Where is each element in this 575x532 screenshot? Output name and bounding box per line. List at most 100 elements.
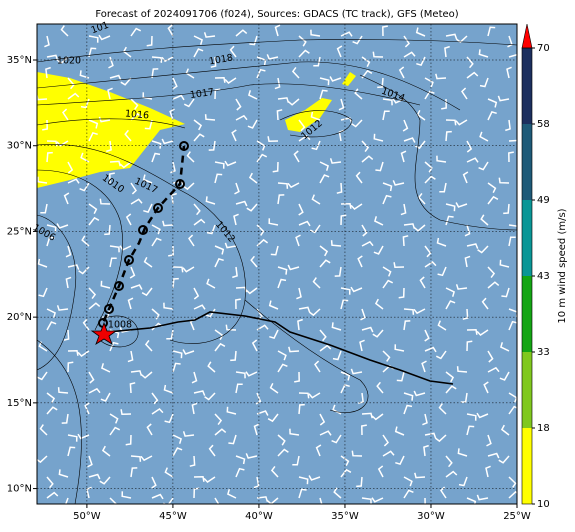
wind-barb [319,174,330,184]
wind-barb [336,182,343,194]
wind-barb [172,266,184,273]
wind-barb [371,497,384,503]
wind-barb [234,182,240,195]
wind-barb [79,182,90,192]
wind-barb [120,77,132,86]
wind-barb [466,340,473,352]
wind-barb [172,277,179,289]
wind-barb [312,277,321,289]
wind-barb [266,54,279,60]
wind-barb [403,35,410,48]
wind-barb [109,257,117,268]
y-tick-label: 35°N [7,55,32,66]
wind-barb [423,444,429,457]
wind-barb [269,329,279,339]
tc-symbols [98,141,189,328]
wind-barb [393,262,405,268]
wind-barb [186,151,195,163]
wind-barb [256,68,266,79]
wind-barb [340,287,351,295]
wind-barb [460,392,468,403]
wind-barb [464,255,471,268]
wind-barb [235,98,242,111]
wind-barb [274,24,281,37]
wind-barb [477,245,489,254]
wind-barb [164,413,174,424]
wind-barb [466,140,473,153]
wind-barb [375,161,384,172]
colorbar-tick-label: 18 [537,423,550,434]
wind-barb [424,432,437,439]
wind-barb [88,119,99,129]
wind-barb [310,111,321,121]
boundary-line [107,311,454,385]
wind-barb [224,160,237,167]
wind-barb [276,109,283,121]
wind-barb [130,284,143,290]
colorbar-segment [522,124,532,200]
wind-barb [140,455,153,462]
wind-barb [62,108,69,121]
wind-barb [374,298,384,310]
wind-barb [63,329,70,341]
wind-barb [143,203,153,213]
wind-barb [419,276,426,289]
wind-barb [130,182,137,195]
wind-barb [277,363,288,373]
wind-barb [124,129,132,142]
wind-barb [461,87,468,100]
wind-barb [310,29,321,37]
wind-barb [37,371,48,381]
wind-barb [119,161,132,169]
wind-barb [235,200,248,207]
wind-barb [206,278,216,289]
wind-barb [146,35,153,47]
wind-barb [193,304,206,310]
wind-barb [340,455,350,467]
wind-barb [46,321,57,331]
wind-barb [167,24,174,37]
wind-barb [466,71,479,79]
y-tick-label: 30°N [7,141,32,152]
wind-barb [382,182,393,192]
wind-barb [357,255,363,268]
wind-barb [144,339,153,352]
wind-barb [485,465,491,478]
wind-barb [313,56,321,67]
wind-barb [61,413,69,424]
wind-barb [129,266,136,279]
wind-barb [130,467,138,478]
wind-barb [458,476,468,487]
y-tick-label: 15°N [7,398,32,409]
wind-barb [125,434,132,446]
wind-barb [142,174,153,184]
wind-barb [298,403,305,415]
wind-barb [44,35,50,48]
colorbar-segment [522,276,532,352]
wind-barb [487,111,497,121]
wind-barb [403,320,411,331]
wind-barb [203,476,216,483]
wind-barb [424,90,435,100]
wind-barb [319,77,330,86]
wind-barb [67,264,80,270]
wind-barb [46,392,56,404]
wind-barb [424,346,437,353]
wind-barb [415,27,426,37]
wind-barb [319,430,332,436]
wind-barb [445,33,458,40]
wind-barb [109,413,119,424]
wind-barb [361,424,367,436]
wind-barb [267,136,279,142]
wind-barb [249,35,258,46]
wind-barb [372,329,384,338]
wind-barb [413,308,426,315]
wind-barb [121,491,132,499]
wind-barb [235,298,241,310]
colorbar-tick-label: 10 [537,499,550,510]
wind-barb [483,381,489,394]
wind-barb [298,135,311,142]
wind-area [37,72,185,188]
wind-barb [151,408,164,415]
wind-barb [100,392,111,402]
